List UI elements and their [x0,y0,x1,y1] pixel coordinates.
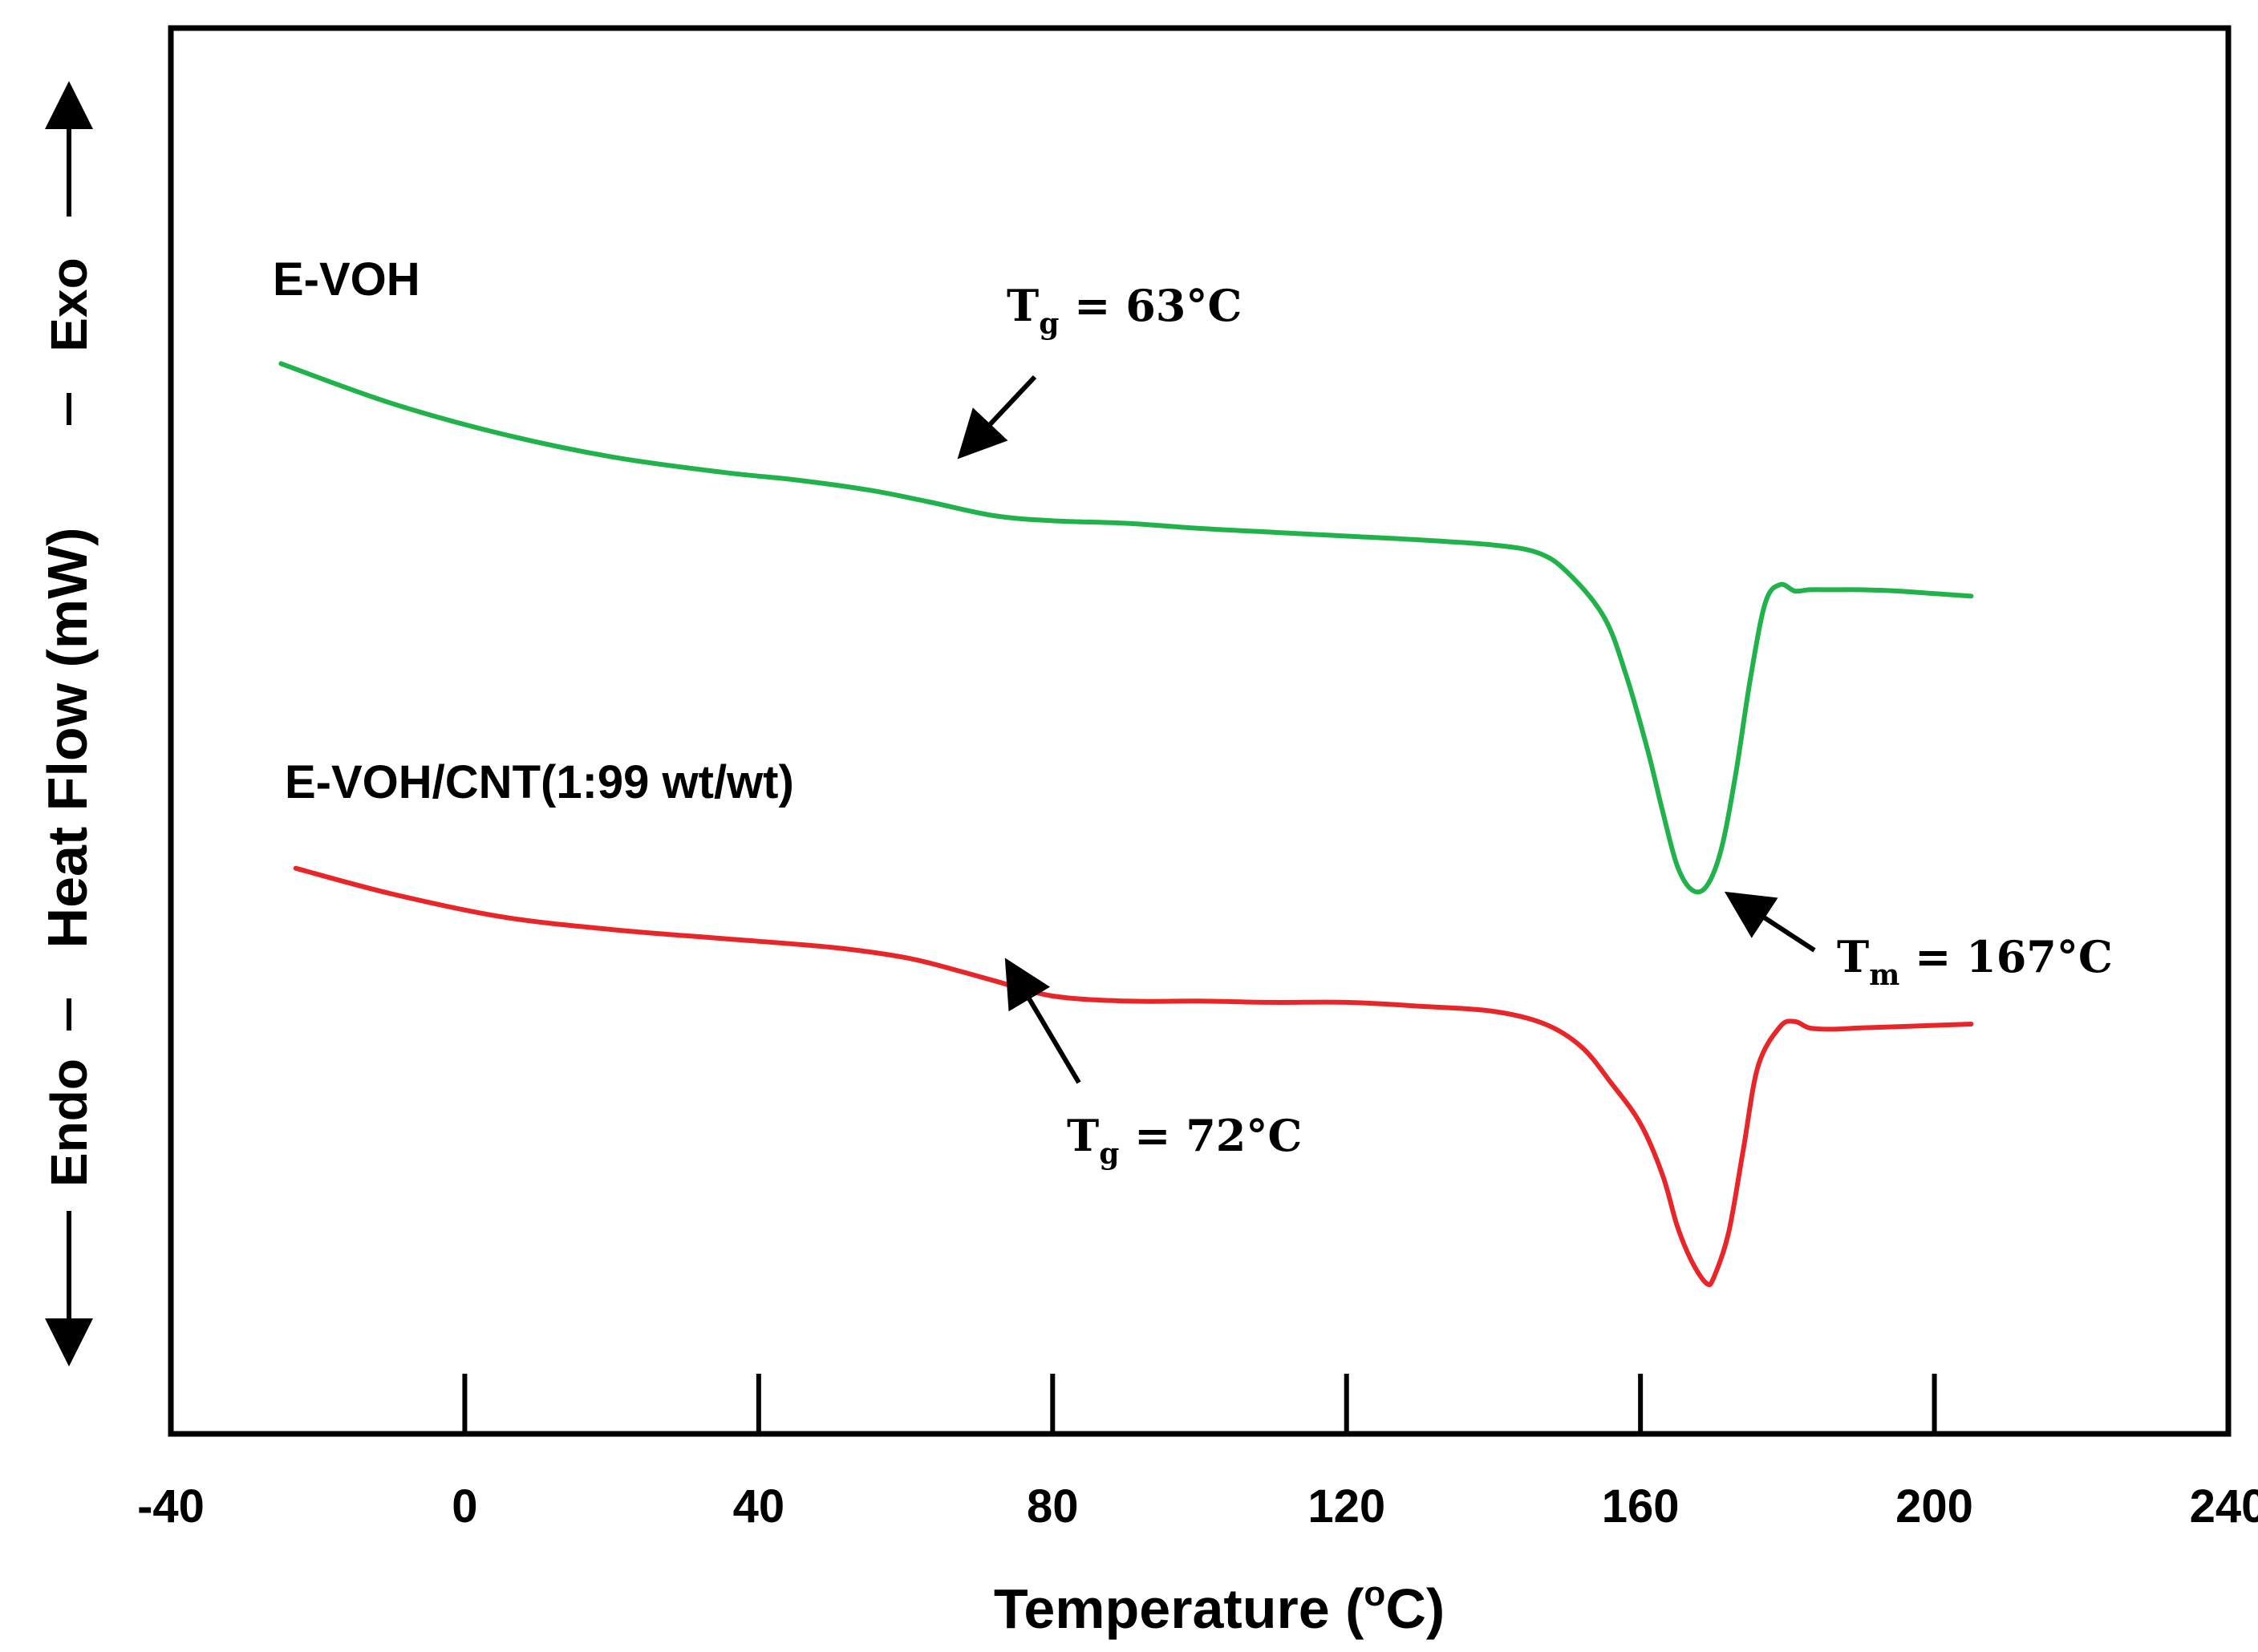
annotations: Tg = 63°C Tm = 167°C Tg = 72°C [957,280,2113,1171]
series-line-0 [278,361,1974,895]
x-axis-label: Temperature (oC) [994,1574,1445,1640]
x-tick-label-4: 120 [1307,1480,1385,1533]
tg2-sub: g [1099,1137,1119,1171]
x-axis-label-end: C) [1385,1577,1445,1640]
tg2-arrow [1004,958,1081,1084]
y-endo-label: Endo [40,1059,98,1187]
x-tick-label-5: 160 [1602,1480,1680,1533]
x-tick-label-0: -40 [137,1480,205,1533]
series-line-1 [293,865,1974,1288]
plot-frame [168,25,2232,1437]
tg1-arrow [957,375,1037,460]
tg1-label: Tg = 63°C [1007,280,1242,341]
x-tick-label-1: 0 [452,1480,477,1533]
tg1-main: T [1007,280,1039,331]
tg2-label: Tg = 72°C [1067,1110,1302,1171]
tm-label: Tm = 167°C [1837,931,2113,992]
y-axis-label-group: Heat Flow (mW) [36,528,99,949]
tm-arrow [1724,891,1816,953]
series-curves [278,361,1974,1288]
y-endo-group: Endo [40,1059,98,1187]
tg1-rest: = 63°C [1059,280,1242,331]
x-tick-labels: -40 0 40 80 120 160 200 240 [137,1480,2258,1533]
x-tick-label-3: 80 [1027,1480,1079,1533]
tg2-main: T [1067,1110,1099,1161]
x-tick-label-2: 40 [733,1480,785,1533]
y-axis-label: Heat Flow (mW) [36,528,99,949]
series-label-evoh: E-VOH [273,253,420,306]
x-tick-label-7: 240 [2190,1480,2258,1533]
y-exo-label: Exo [40,257,98,351]
series-label-evoh-cnt: E-VOH/CNT(1:99 wt/wt) [285,756,794,808]
tm-rest: = 167°C [1899,931,2113,982]
tm-main: T [1837,931,1869,982]
x-axis-label-degree: o [1364,1574,1385,1614]
tg2-rest: = 72°C [1119,1110,1302,1161]
tm-sub: m [1869,958,1899,992]
tg1-sub: g [1039,307,1059,341]
x-axis-label-main: Temperature ( [994,1577,1364,1640]
y-exo-group: Exo [40,257,98,351]
x-tick-label-6: 200 [1895,1480,1973,1533]
x-tick-marks [462,1374,1937,1434]
